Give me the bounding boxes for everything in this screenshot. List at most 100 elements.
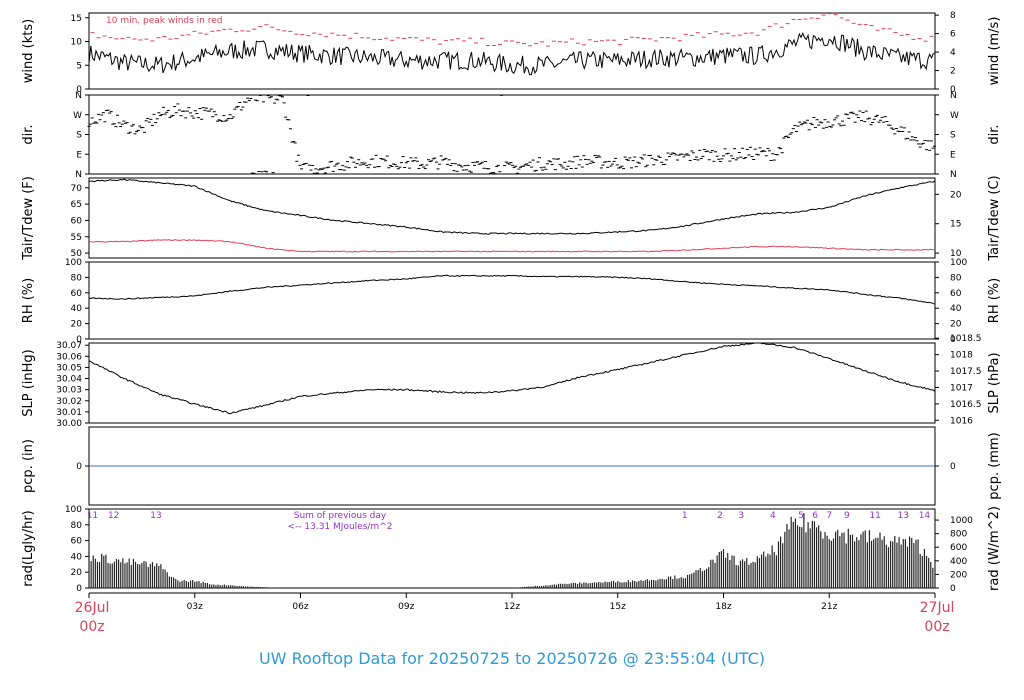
x-tick-label: 06z: [292, 602, 308, 612]
x-tick-label: 03z: [187, 602, 203, 612]
x-tick-label: 21z: [821, 602, 837, 612]
ytick-label-right-rad: 1000: [950, 516, 973, 526]
ytick-label-right-slp: 1017: [950, 383, 973, 393]
ytick-label-left-slp: 30.05: [56, 363, 82, 373]
ytick-label-right-dir: N: [950, 91, 957, 101]
panel-frame-rad: [88, 508, 936, 589]
ylabel-slp: SLP (inHg): [21, 349, 36, 417]
ytick-label-left-slp: 30.02: [56, 397, 82, 407]
panel-frame-wind: [88, 12, 936, 90]
ytick-label-left-temp: 55: [71, 233, 82, 243]
ytick-label-left-temp: 65: [71, 200, 82, 210]
ytick-label-left-rh: 0: [76, 335, 82, 345]
ytick-label-right-temp: 15: [950, 220, 961, 230]
series-tair-line: [89, 178, 936, 235]
ytick-label-right-rh: 80: [950, 273, 962, 283]
ytick-label-left-dir: W: [73, 111, 82, 121]
rad-hour-label: 11: [869, 511, 880, 521]
x-tick-label: 09z: [398, 602, 414, 612]
rad-hour-label: 1: [682, 511, 688, 521]
ytick-label-left-rad: 20: [71, 568, 83, 578]
ylabel-dir: dir.: [21, 124, 36, 144]
ytick-label-right-slp: 1016: [950, 416, 973, 426]
ytick-label-right-slp: 1016.5: [950, 400, 982, 410]
ytick-label-right-rad: 800: [950, 530, 967, 540]
panel-frame-slp: [88, 342, 936, 424]
rad-hour-label: 12: [108, 511, 119, 521]
ylabel-temp: Tair/Tdew (F): [21, 176, 36, 261]
chart-title: UW Rooftop Data for 20250725 to 20250726…: [259, 649, 765, 668]
ytick-label-left-rad: 80: [71, 521, 83, 531]
ytick-label-right-dir: S: [950, 131, 956, 141]
series-wind-line: [88, 32, 936, 76]
ytick-label-left-rad: 40: [71, 552, 83, 562]
x-tick-label: 18z: [715, 602, 731, 612]
ylabel-right-rh: RH (%): [987, 278, 1002, 323]
ylabel-right-rad: rad (W/m^2): [987, 506, 1002, 591]
rad-hour-label: 3: [738, 511, 744, 521]
series-rh-line: [88, 274, 936, 305]
ylabel-wind: wind (kts): [21, 19, 36, 83]
ytick-label-left-slp: 30.00: [56, 419, 82, 429]
ytick-label-right-dir: N: [950, 170, 957, 180]
ylabel-right-dir: dir.: [987, 124, 1002, 144]
x-end-time: 00z: [924, 619, 949, 635]
ytick-label-right-rad: 400: [950, 557, 967, 567]
ytick-label-left-slp: 30.06: [56, 352, 82, 362]
ytick-label-right-rh: 60: [950, 289, 962, 299]
ytick-label-left-temp: 60: [71, 216, 83, 226]
ytick-label-left-slp: 30.03: [56, 386, 82, 396]
ytick-label-left-temp: 70: [71, 184, 83, 194]
rad-sum-value: <-- 13.31 MJoules/m^2: [288, 522, 393, 532]
rad-hour-label: 11: [87, 511, 98, 521]
ytick-label-right-wind: 0: [950, 85, 956, 95]
ylabel-right-temp: Tair/Tdew (C): [987, 175, 1002, 261]
ytick-label-right-wind: 8: [950, 11, 956, 21]
ytick-label-right-rh: 20: [950, 320, 962, 330]
ylabel-right-pcp: pcp. (mm): [987, 432, 1002, 499]
ylabel-pcp: pcp. (in): [21, 439, 36, 493]
ytick-label-left-rad: 60: [71, 537, 83, 547]
rad-hour-label: 13: [898, 511, 909, 521]
ytick-label-right-wind: 2: [950, 67, 956, 77]
ytick-label-right-rh: 100: [950, 258, 967, 268]
ytick-label-left-slp: 30.01: [56, 408, 82, 418]
rad-hour-label: 5: [798, 511, 804, 521]
ytick-label-right-temp: 10: [950, 249, 962, 259]
ylabel-rh: RH (%): [21, 278, 36, 323]
x-tick-label: 12z: [504, 602, 520, 612]
ytick-label-left-dir: S: [76, 131, 82, 141]
ytick-label-left-wind: 0: [76, 85, 82, 95]
x-start-time: 00z: [79, 619, 104, 635]
series-tdew-line: [88, 239, 936, 253]
rad-hour-label: 2: [717, 511, 723, 521]
ytick-label-right-slp: 1018: [950, 351, 973, 361]
ytick-label-left-wind: 5: [76, 61, 82, 71]
ytick-label-left-slp: 30.07: [56, 341, 82, 351]
panel-frame-rh: [88, 261, 936, 340]
rad-hour-label: 7: [826, 511, 832, 521]
ytick-label-right-wind: 6: [950, 30, 956, 40]
rad-hour-label: 6: [812, 511, 818, 521]
ytick-label-left-rh: 80: [71, 273, 83, 283]
x-start-date: 26Jul: [75, 600, 110, 616]
ylabel-right-slp: SLP (hPa): [987, 352, 1002, 413]
ytick-label-left-rh: 20: [71, 320, 83, 330]
ytick-label-left-rh: 100: [65, 258, 82, 268]
ytick-label-left-rh: 40: [71, 304, 83, 314]
ytick-label-right-rad: 0: [950, 584, 956, 594]
ytick-label-right-dir: E: [950, 150, 956, 160]
panel-frame-temp: [88, 177, 936, 259]
ylabel-rad: rad(Lgly/hr): [21, 510, 36, 586]
ytick-label-left-rad: 100: [65, 505, 82, 515]
ylabel-right-wind: wind (m/s): [987, 17, 1002, 86]
x-tick-label: 15z: [610, 602, 626, 612]
ytick-label-right-rad: 600: [950, 543, 967, 553]
ytick-label-left-pcp: 0: [76, 462, 82, 472]
x-end-date: 27Jul: [920, 600, 955, 616]
peak-wind-note: 10 min. peak winds in red: [106, 16, 223, 26]
ytick-label-right-dir: W: [950, 111, 959, 121]
rad-hour-label: 13: [150, 511, 161, 521]
